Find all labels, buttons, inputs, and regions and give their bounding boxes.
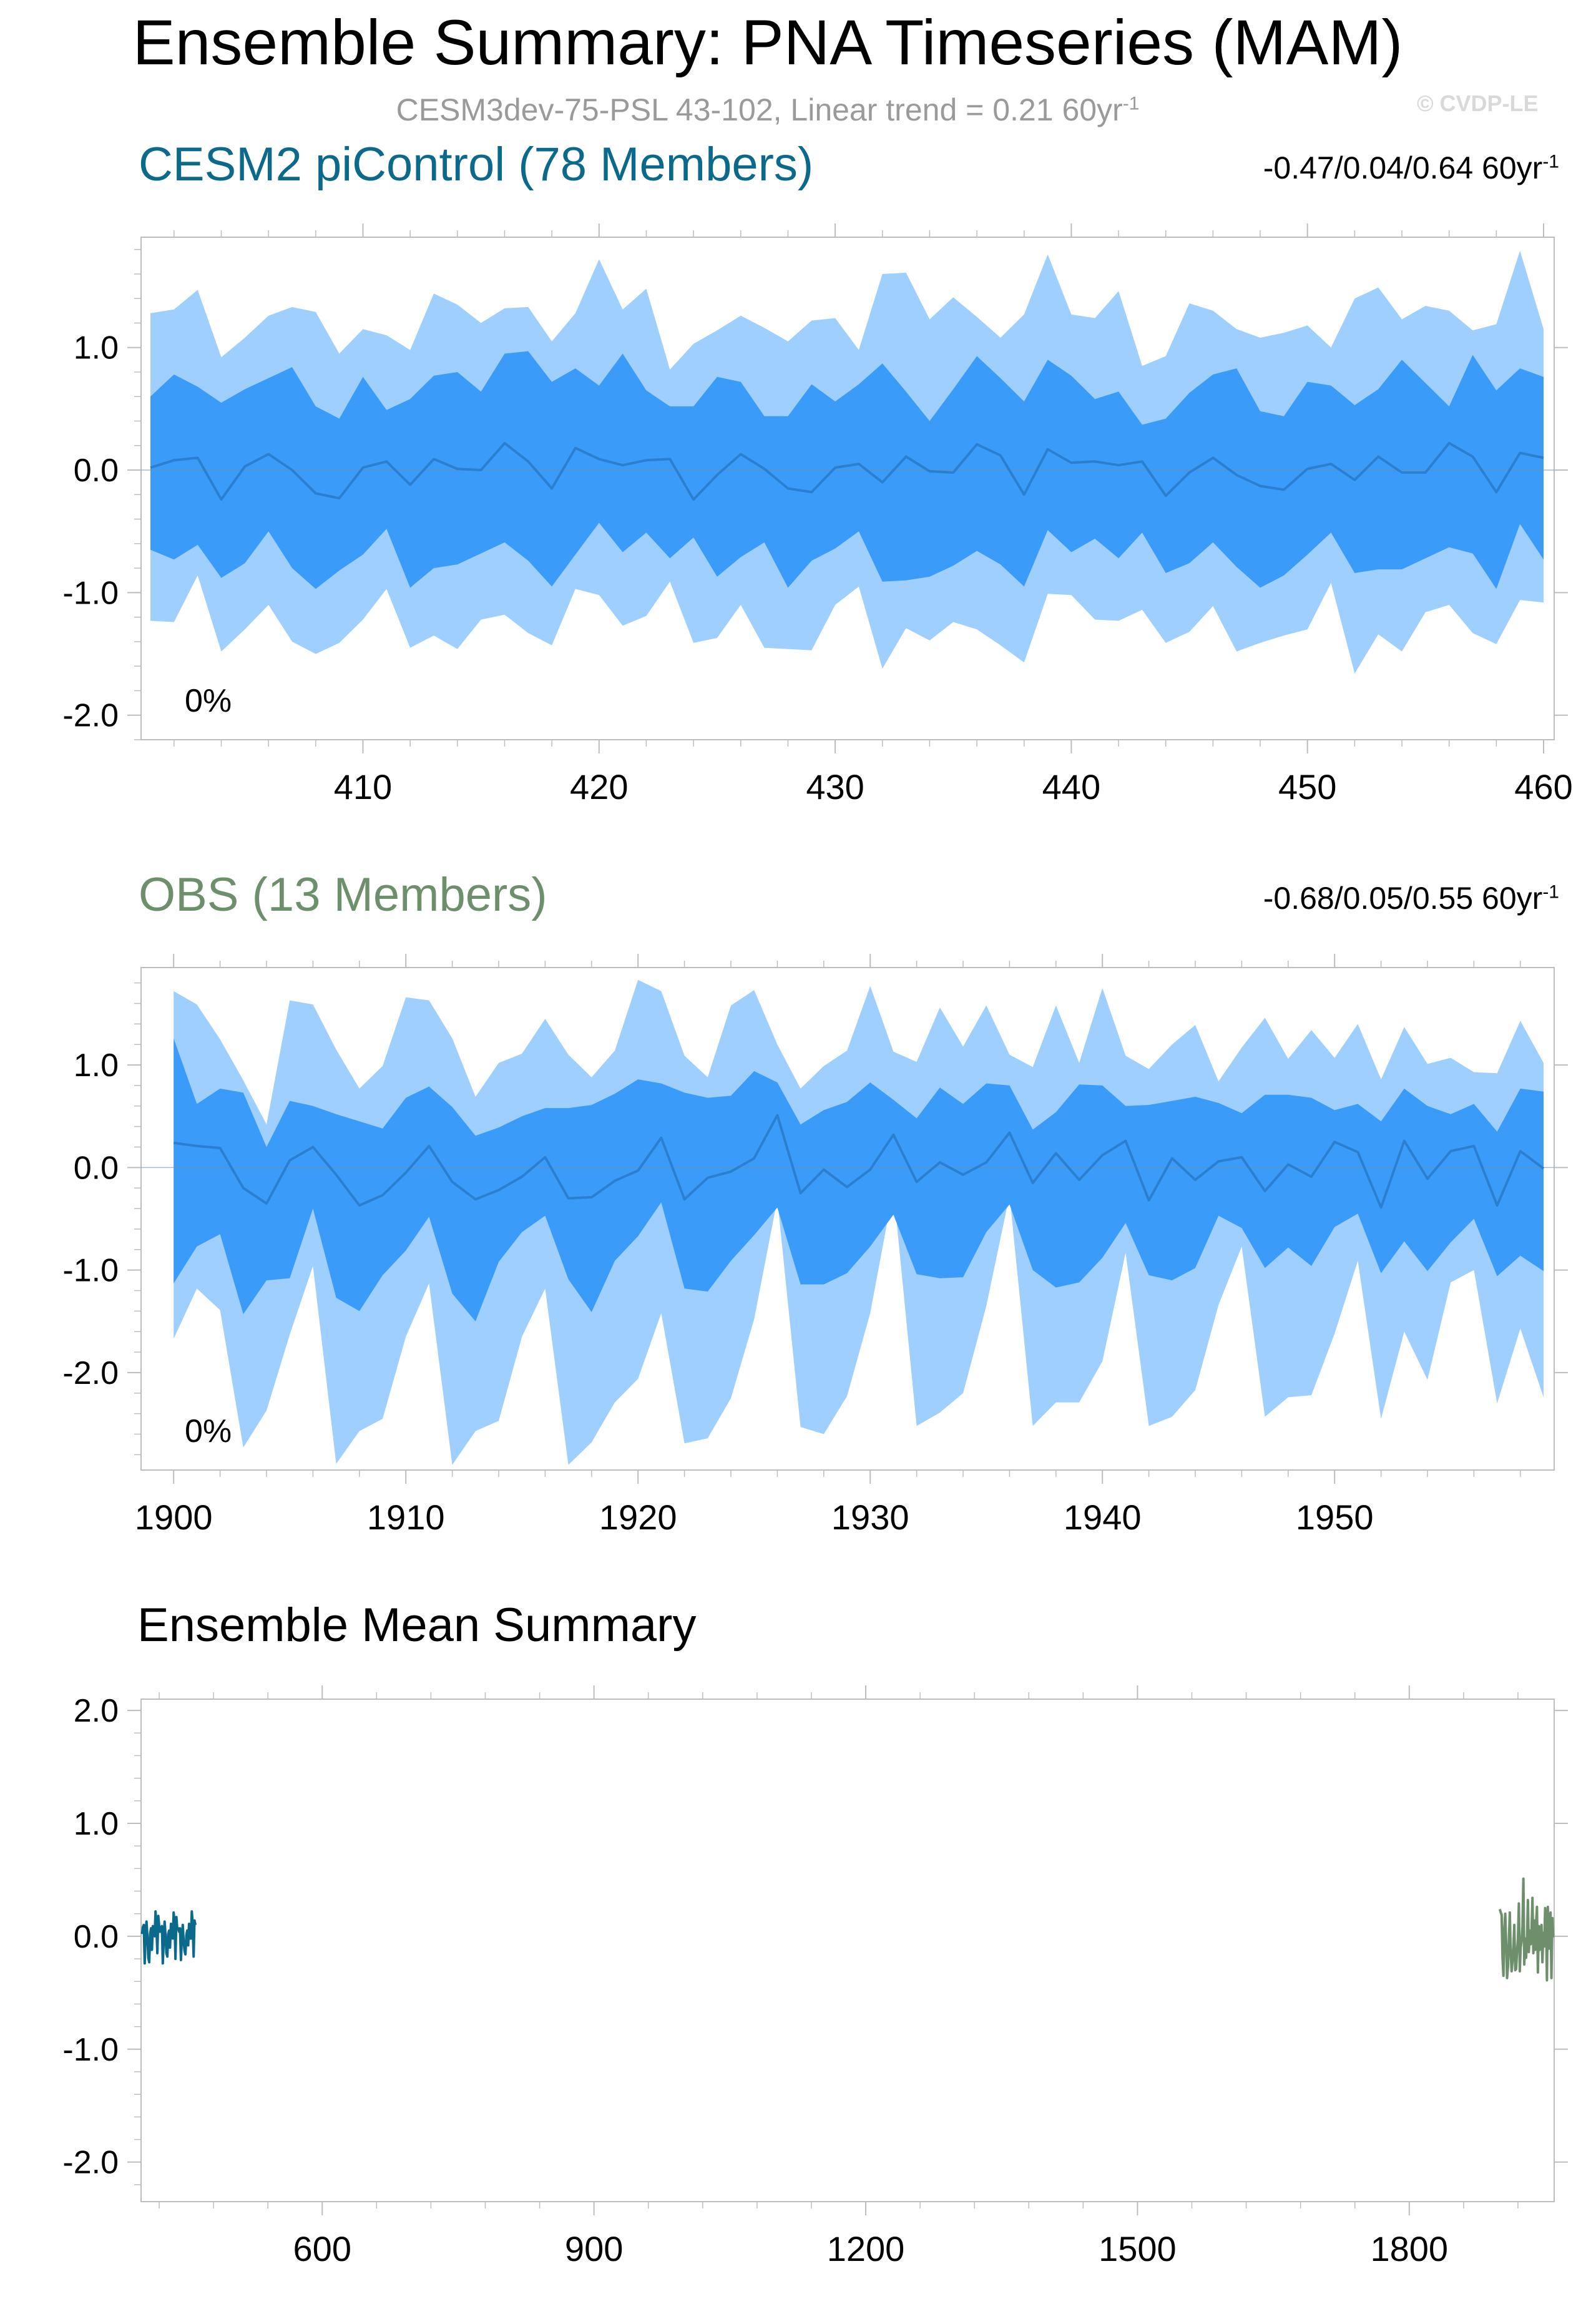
plot-panel-1: 1.0 0.0 -1.0 -2.0 1900 1910 1920 1930 1940 1950 0% [62, 954, 1568, 1537]
y-tick-label: 2.0 [74, 1693, 119, 1729]
x-tick-label: 430 [806, 767, 864, 806]
chart-subtitle: CESM3dev-75-PSL 43-102, Linear trend = 0… [0, 92, 1535, 128]
subtitle-unit-exponent: -1 [1122, 93, 1140, 114]
x-tick-label: 1200 [827, 2229, 905, 2268]
x-tick-label: 1940 [1064, 1498, 1142, 1537]
y-tick-label: 0.0 [74, 453, 119, 489]
y-tick-label: 0.0 [74, 1150, 119, 1186]
plot-panel-2: 2.0 1.0 0.0 -1.0 -2.0 600 900 1200 1500 1800 [62, 1685, 1568, 2268]
plot-frame [140, 967, 1555, 1471]
x-tick-label: 450 [1278, 767, 1336, 806]
x-tick-label: 1900 [135, 1498, 213, 1537]
copyright-label: © CVDP-LE [1417, 91, 1539, 116]
panel-title-cesm2: CESM2 piControl (78 Members) [139, 138, 814, 191]
y-tick-label: 1.0 [74, 1047, 119, 1084]
panel-stats-cesm2: -0.47/0.04/0.64 60yr-1 [1122, 150, 1559, 186]
ensemble-mean-series-1 [1498, 1877, 1555, 1982]
x-tick-label: 1800 [1371, 2229, 1449, 2268]
x-tick-label: 600 [293, 2229, 351, 2268]
y-tick-label: -2.0 [62, 698, 119, 734]
panel-stats-obs: -0.68/0.05/0.55 60yr-1 [1122, 880, 1559, 916]
x-tick-label: 440 [1042, 767, 1100, 806]
panel-stats-obs-text: -0.68/0.05/0.55 60yr [1263, 881, 1543, 916]
chart-title: Ensemble Summary: PNA Timeseries (MAM) [132, 7, 1403, 78]
y-tick-label: 1.0 [74, 1806, 119, 1842]
subtitle-text: CESM3dev-75-PSL 43-102, Linear trend = 0… [396, 92, 1123, 127]
y-tick-label: 1.0 [74, 330, 119, 366]
x-tick-label: 460 [1514, 767, 1572, 806]
ensemble-mean-line [173, 1114, 1545, 1209]
plot-frame [140, 1699, 1555, 2202]
ensemble-mean-series-0 [140, 1910, 197, 1965]
y-tick-label: -1.0 [62, 575, 119, 611]
x-tick-label: 410 [334, 767, 392, 806]
ensemble-mean-line [150, 441, 1544, 501]
y-tick-label: -2.0 [62, 2145, 119, 2181]
percent-label: 0% [185, 1413, 232, 1449]
x-tick-label: 1910 [367, 1498, 445, 1537]
panel-title-obs: OBS (13 Members) [139, 868, 547, 921]
y-tick-label: -1.0 [62, 2032, 119, 2068]
x-tick-label: 1950 [1296, 1498, 1374, 1537]
x-tick-label: 1930 [831, 1498, 909, 1537]
x-tick-label: 900 [565, 2229, 623, 2268]
panel-title-ensemble-mean: Ensemble Mean Summary [137, 1599, 697, 1652]
y-tick-label: -1.0 [62, 1253, 119, 1289]
panel-stats-cesm2-text: -0.47/0.04/0.64 60yr [1263, 150, 1543, 185]
x-tick-label: 1500 [1099, 2229, 1177, 2268]
x-tick-label: 1920 [599, 1498, 677, 1537]
percent-label: 0% [185, 683, 232, 719]
plot-panel-0: 1.0 0.0 -1.0 -2.0 410 420 430 440 450 460 0% [62, 223, 1573, 806]
plot-frame [140, 237, 1555, 740]
y-tick-label: 0.0 [74, 1919, 119, 1955]
panel-stats-obs-exponent: -1 [1542, 881, 1559, 903]
x-tick-label: 420 [570, 767, 628, 806]
panel-stats-cesm2-exponent: -1 [1542, 151, 1559, 172]
y-tick-label: -2.0 [62, 1355, 119, 1391]
